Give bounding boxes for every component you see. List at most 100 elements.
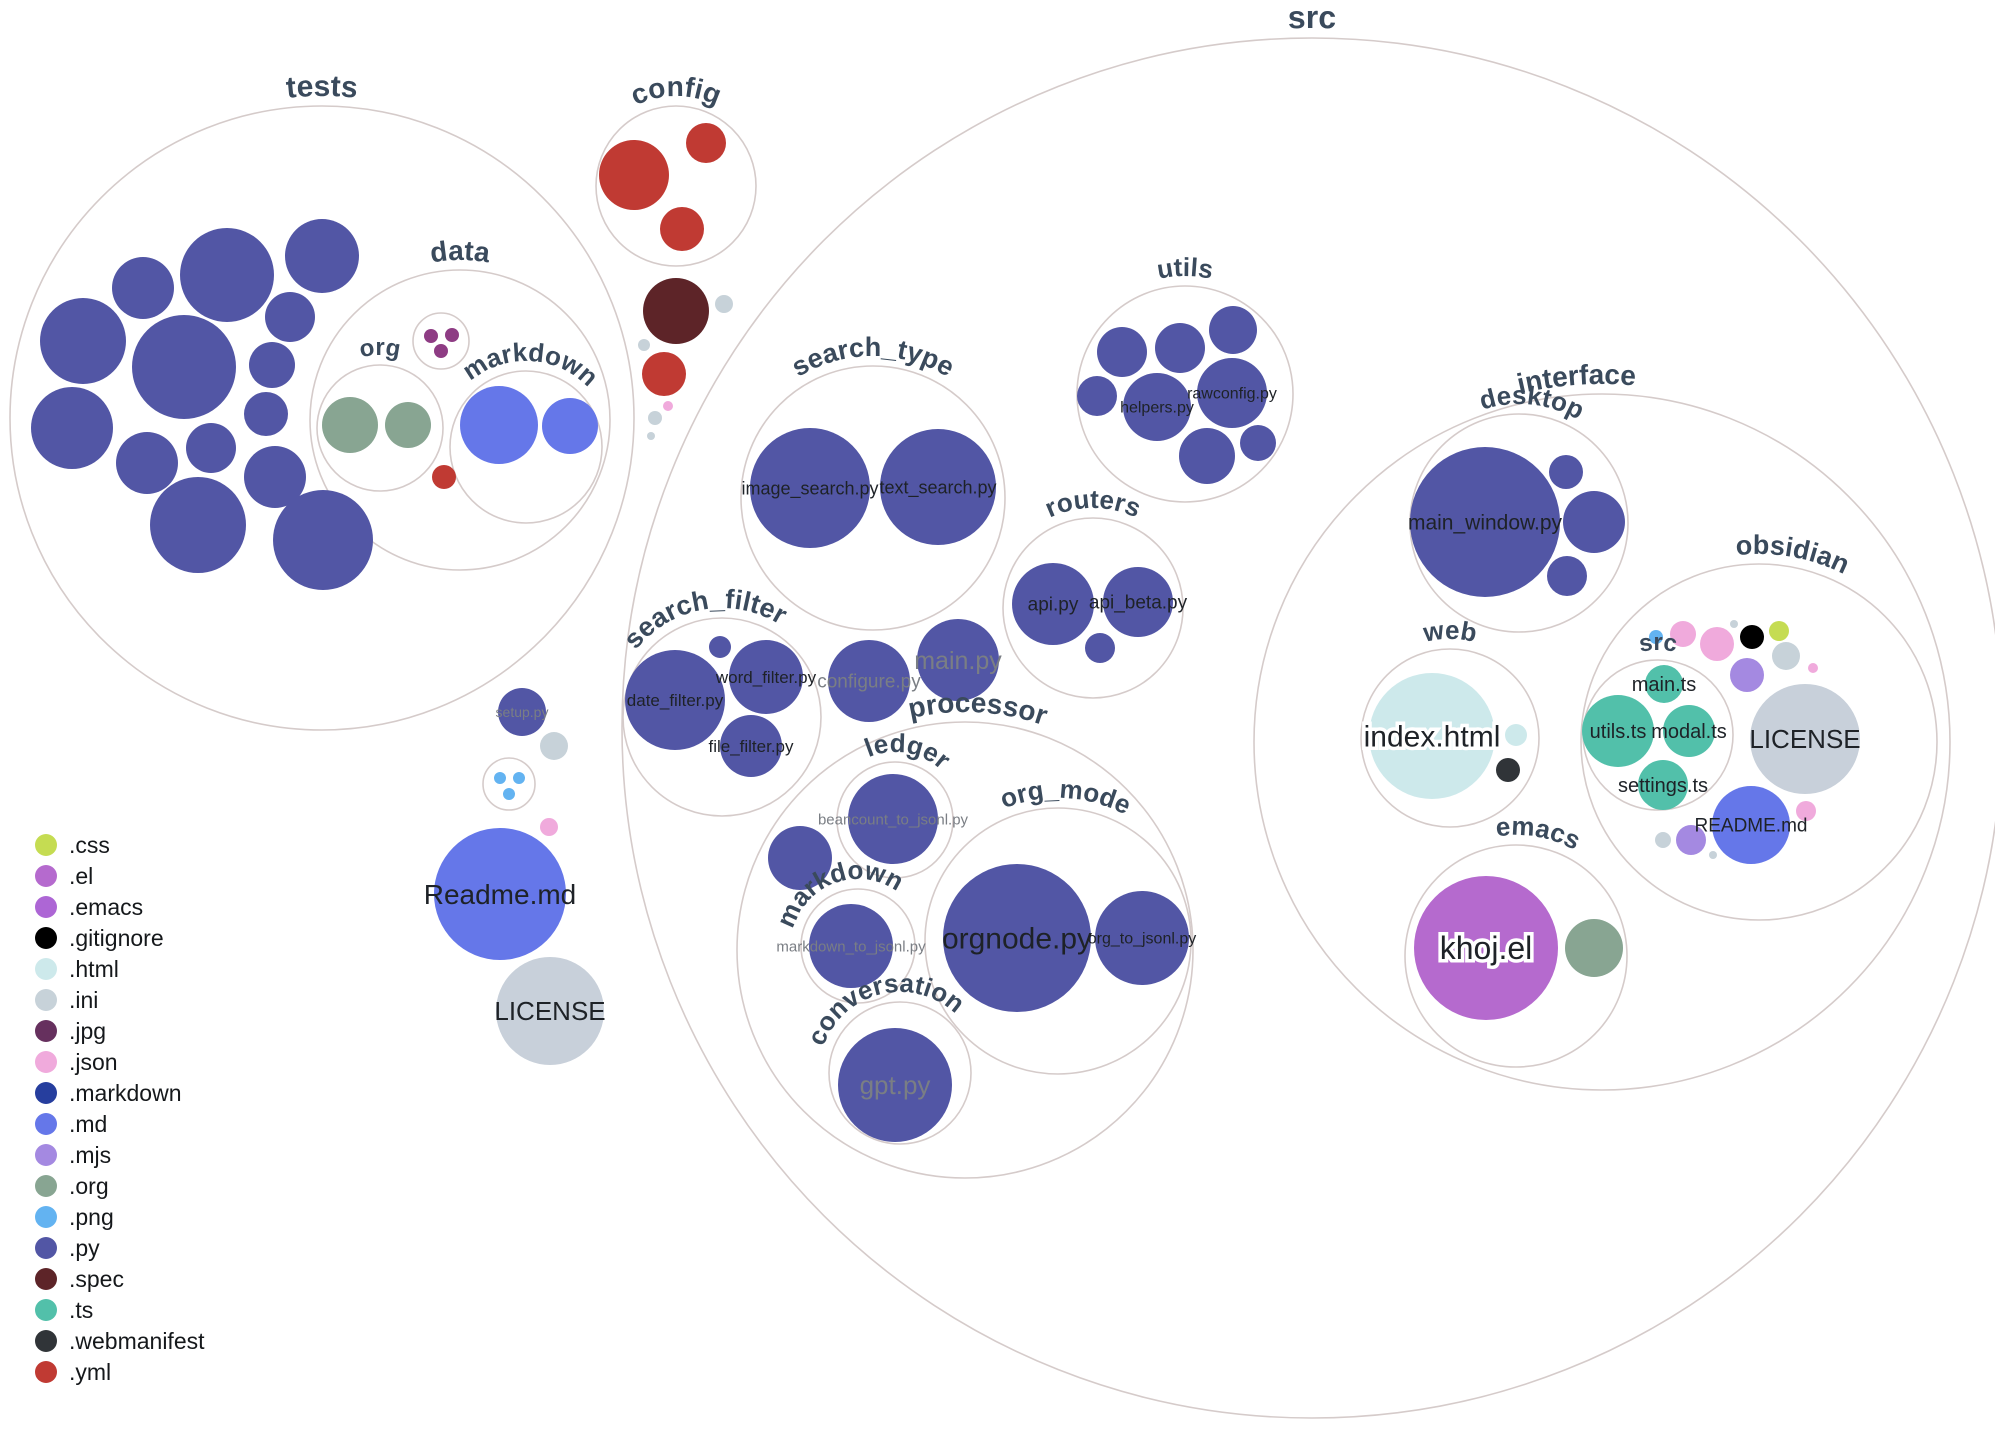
folder-emacs[interactable] (1404, 844, 1628, 1068)
file-rawconfig.py[interactable] (1197, 358, 1267, 428)
folder-assets[interactable] (482, 757, 536, 811)
folder-desktop[interactable] (1409, 413, 1629, 633)
file-dot-py[interactable] (249, 342, 295, 388)
file-dot-json[interactable] (1700, 627, 1734, 661)
file-dot-md[interactable] (542, 398, 598, 454)
file-markdown_to_jsonl.py[interactable] (809, 904, 893, 988)
file-utils.ts[interactable] (1582, 695, 1654, 767)
file-dot-org[interactable] (322, 397, 378, 453)
file-beancount_to_jsonl.py[interactable] (848, 774, 938, 864)
folder-org[interactable] (316, 364, 444, 492)
file-dot-json[interactable] (540, 818, 558, 836)
file-main.ts[interactable] (1645, 665, 1683, 703)
file-dot-ini[interactable] (715, 295, 733, 313)
file-dot-ini[interactable] (540, 732, 568, 760)
file-file_filter.py[interactable] (720, 715, 782, 777)
folder-utils[interactable] (1076, 285, 1294, 503)
file-dot-py[interactable] (1085, 633, 1115, 663)
file-dot-ini[interactable] (647, 432, 655, 440)
file-dot-jpg[interactable] (434, 344, 448, 358)
folder-interface[interactable] (1253, 393, 1951, 1091)
file-dot-md[interactable] (460, 386, 538, 464)
folder-src[interactable] (621, 37, 1995, 1419)
file-dot-ini[interactable] (638, 339, 650, 351)
file-dot-py[interactable] (768, 826, 832, 890)
file-orgnode.py[interactable] (943, 864, 1091, 1012)
file-dot-py[interactable] (285, 219, 359, 293)
file-date_filter.py[interactable] (625, 650, 725, 750)
file-dot-py[interactable] (265, 292, 315, 342)
file-dot-py[interactable] (273, 490, 373, 590)
file-dot-json[interactable] (1796, 801, 1816, 821)
folder-routers[interactable] (1002, 517, 1184, 699)
file-dot-py[interactable] (1240, 425, 1276, 461)
folder-obsidian[interactable] (1580, 563, 1938, 921)
file-dot-py[interactable] (40, 298, 126, 384)
file-dot-py[interactable] (1155, 323, 1205, 373)
file-dot-py[interactable] (150, 477, 246, 573)
folder-org_mode[interactable] (924, 807, 1192, 1075)
file-modal.ts[interactable] (1663, 705, 1715, 757)
file-dot-py[interactable] (1549, 455, 1583, 489)
file-dot-yml[interactable] (660, 207, 704, 251)
file-dot-gitignore[interactable] (1740, 625, 1764, 649)
file-dot-png[interactable] (494, 772, 506, 784)
file-text_search.py[interactable] (880, 429, 996, 545)
file-dot-org[interactable] (385, 402, 431, 448)
file-helpers.py[interactable] (1123, 373, 1191, 441)
file-dot-py[interactable] (132, 315, 236, 419)
file-dot-py[interactable] (1563, 491, 1625, 553)
file-dot-py[interactable] (244, 446, 306, 508)
file-dot-ini[interactable] (1655, 832, 1671, 848)
file-main_window.py[interactable] (1410, 447, 1560, 597)
file-dot-yml[interactable] (686, 123, 726, 163)
file-dot-py[interactable] (180, 228, 274, 322)
file-gpt.py[interactable] (838, 1028, 952, 1142)
file-dot-py[interactable] (186, 423, 236, 473)
folder-conversation[interactable] (828, 1001, 972, 1145)
file-dot-mjs[interactable] (1730, 658, 1764, 692)
file-index.html[interactable] (1369, 673, 1495, 799)
file-dot-ini[interactable] (1709, 851, 1717, 859)
folder-web[interactable] (1360, 648, 1540, 828)
file-setup.py[interactable] (498, 688, 546, 736)
file-dot-jpg[interactable] (424, 329, 438, 343)
folder-search_filter[interactable] (622, 617, 822, 817)
file-dot-png[interactable] (513, 772, 525, 784)
file-dot-py[interactable] (116, 432, 178, 494)
folder-tests[interactable] (9, 105, 635, 731)
file-settings.ts[interactable] (1638, 760, 1688, 810)
folder-data[interactable] (309, 269, 611, 571)
file-LICENSE[interactable] (496, 957, 604, 1065)
file-dot-yml[interactable] (599, 140, 669, 210)
file-dot-py[interactable] (112, 257, 174, 319)
folder-config[interactable] (595, 105, 757, 267)
file-dot-ini[interactable] (1772, 642, 1800, 670)
folder-processor[interactable] (736, 721, 1194, 1179)
file-dot-ini[interactable] (648, 411, 662, 425)
file-api_beta.py[interactable] (1103, 567, 1173, 637)
folder-markdown-processor[interactable] (800, 888, 916, 1004)
file-khoj.el[interactable] (1414, 876, 1558, 1020)
file-dot-json[interactable] (1808, 663, 1818, 673)
file-dot-py[interactable] (709, 636, 731, 658)
file-dot-css[interactable] (1769, 621, 1789, 641)
file-configure.py[interactable] (828, 640, 910, 722)
file-dot-html[interactable] (1505, 724, 1527, 746)
folder-search_type[interactable] (740, 365, 1006, 631)
file-dot-py[interactable] (1547, 556, 1587, 596)
file-dot-py[interactable] (1209, 306, 1257, 354)
file-LICENSE[interactable] (1750, 684, 1860, 794)
file-word_filter.py[interactable] (729, 640, 803, 714)
file-org_to_jsonl.py[interactable] (1095, 891, 1189, 985)
folder-ledger[interactable] (836, 761, 954, 879)
file-dot-py[interactable] (1077, 376, 1117, 416)
file-dot-spec[interactable] (643, 278, 709, 344)
file-dot-png[interactable] (503, 788, 515, 800)
file-dot-json[interactable] (1670, 621, 1696, 647)
file-dot-py[interactable] (244, 392, 288, 436)
file-main.py[interactable] (917, 619, 999, 701)
file-Readme.md[interactable] (434, 828, 566, 960)
file-dot-py[interactable] (1097, 327, 1147, 377)
file-dot-yml[interactable] (432, 465, 456, 489)
